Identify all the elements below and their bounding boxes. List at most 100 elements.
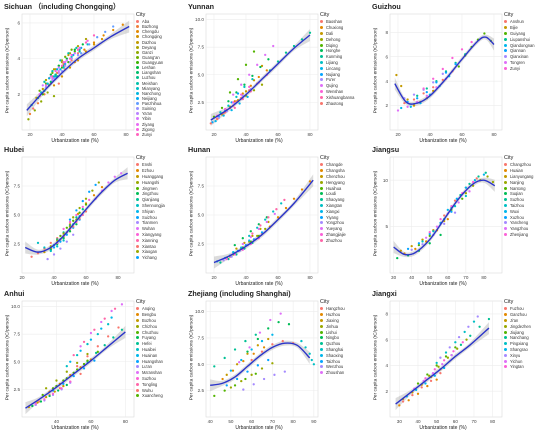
legend: City Fuzhou Ganzhou Ji'an Jingdezhen Jiujiang… [504, 299, 550, 370]
data-point [256, 234, 259, 238]
data-point [65, 226, 68, 229]
data-point [230, 255, 233, 258]
legend-label: Qiannan [510, 48, 526, 54]
legend-item: Panzhihua [136, 101, 184, 106]
data-point [416, 392, 420, 395]
y-tick-label: 7.5 [14, 332, 21, 337]
data-point [432, 230, 435, 233]
legend-label: Qianxinan [510, 54, 529, 60]
legend-label: Ganzi [142, 49, 153, 55]
data-point [457, 335, 461, 339]
data-point [52, 253, 56, 256]
legend-swatch [136, 40, 139, 44]
legend-item: Xuancheng [136, 393, 184, 399]
data-point [439, 233, 442, 237]
data-point [242, 359, 245, 363]
legend-item: Zhuzhou [320, 237, 368, 243]
data-point [450, 210, 453, 213]
legend-title: City [504, 155, 514, 161]
data-point [41, 84, 44, 87]
data-point [62, 61, 65, 64]
data-point [452, 350, 455, 353]
legend-label: Jingzhou [142, 191, 159, 197]
data-point [78, 46, 81, 50]
legend-swatch [320, 84, 323, 88]
legend-item: Liupanshui [504, 36, 550, 42]
y-tick-label: 4 [385, 79, 388, 84]
legend-item: Nanjing [504, 179, 550, 185]
data-point [68, 61, 72, 64]
legend-swatch [504, 232, 507, 236]
legend-item: Lianyungang [504, 174, 550, 180]
legend-swatch [504, 203, 507, 207]
data-point [276, 60, 280, 63]
data-point [65, 57, 68, 60]
data-point [227, 104, 230, 107]
scatter-plot: 40 60 80 2.5 5.0 7.5 10.0 [11, 300, 135, 424]
data-point [463, 330, 466, 334]
legend-item: Hangzhou [320, 306, 368, 312]
legend-item: Huangshi [136, 179, 184, 185]
data-point [220, 106, 224, 110]
legend-item: Diqing [320, 42, 368, 48]
x-axis-label: Urbanization rate (%) [235, 425, 283, 431]
legend-swatch [136, 353, 139, 357]
x-tick-label: 90 [311, 419, 317, 424]
data-point [75, 223, 78, 226]
legend-swatch [136, 81, 139, 85]
legend-item: Zunyi [504, 65, 550, 71]
data-point [36, 241, 40, 244]
legend-item: Shaoxing [320, 352, 368, 358]
data-point [104, 30, 107, 33]
data-point [51, 392, 55, 395]
data-point [97, 181, 100, 184]
legend: City Anqing Bengbu Bozhou Chizhou Chuzhou Fuya… [136, 299, 184, 399]
data-point [272, 210, 275, 213]
legend: City Aba Bazhong Chengdu Chongqing Dazhou Deya… [136, 12, 184, 137]
y-tick-label: 10.0 [195, 309, 204, 314]
legend-item: Xiangxi [320, 208, 368, 214]
data-point [240, 246, 243, 249]
data-point [468, 190, 471, 193]
data-point [453, 199, 457, 202]
x-tick-label: 80 [481, 275, 487, 280]
legend-item: Nujiang [320, 71, 368, 77]
legend-item: Jingmen [136, 185, 184, 191]
data-point [223, 389, 226, 392]
x-axis-label: Urbanization rate (%) [235, 138, 283, 144]
data-point [211, 121, 214, 124]
data-point [236, 92, 240, 95]
data-point [75, 46, 78, 50]
legend-label: Suizhou [142, 214, 157, 220]
data-point [254, 372, 257, 375]
legend-label: Ezhou [142, 168, 154, 174]
data-point [94, 351, 98, 355]
data-point [70, 55, 73, 58]
data-point [60, 64, 64, 67]
legend-item: Yiyang [320, 214, 368, 220]
x-tick-label: 40 [54, 419, 60, 424]
legend-swatch [504, 324, 507, 328]
legend-swatch [504, 318, 507, 322]
legend-label: Zunyi [510, 65, 521, 71]
data-point [72, 53, 75, 57]
legend-item: Jiujiang [504, 329, 550, 335]
legend-item: Dali [320, 31, 368, 37]
data-point [426, 373, 429, 376]
legend-swatch [136, 112, 139, 116]
data-point [69, 360, 72, 363]
legend-swatch [504, 37, 507, 41]
legend: City Changde Changsha Chenzhou Hengyang Huaih… [320, 155, 368, 243]
data-point [68, 66, 72, 69]
legend-swatch [320, 371, 323, 375]
legend-label: Mianyang [142, 85, 160, 91]
legend-item: Qianxinan [504, 54, 550, 60]
data-point [240, 93, 243, 96]
data-point [396, 109, 400, 112]
data-point [252, 352, 255, 355]
data-point [260, 231, 264, 234]
y-tick-label: 4 [17, 56, 20, 61]
legend-swatch [136, 122, 139, 126]
legend-swatch [320, 60, 323, 64]
data-point [68, 218, 72, 221]
